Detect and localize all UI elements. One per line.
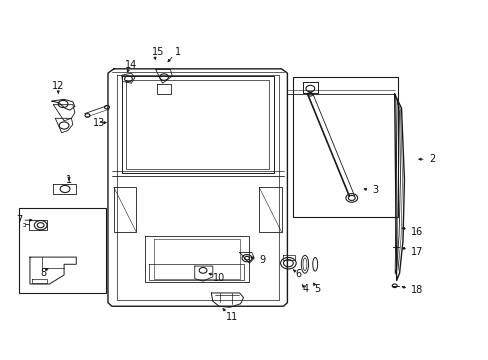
Bar: [293, 77, 397, 217]
Text: 4: 4: [302, 284, 308, 294]
Bar: [19, 208, 106, 293]
Text: 14: 14: [125, 60, 137, 70]
Text: 16: 16: [410, 227, 423, 237]
Text: 11: 11: [225, 312, 238, 322]
Text: 7: 7: [16, 215, 22, 225]
Text: 2: 2: [428, 154, 434, 164]
Text: 6: 6: [294, 269, 301, 279]
Text: 17: 17: [410, 247, 423, 257]
Text: 9: 9: [259, 255, 264, 265]
Text: 18: 18: [410, 285, 423, 296]
Text: 10: 10: [212, 273, 224, 283]
Text: 1: 1: [174, 46, 181, 57]
Text: 13: 13: [93, 118, 105, 128]
Text: 12: 12: [52, 81, 64, 91]
Text: 3: 3: [371, 185, 378, 195]
Text: 15: 15: [151, 46, 163, 57]
Text: 1: 1: [66, 175, 72, 185]
Text: 8: 8: [41, 268, 47, 278]
Text: 5: 5: [314, 284, 320, 294]
